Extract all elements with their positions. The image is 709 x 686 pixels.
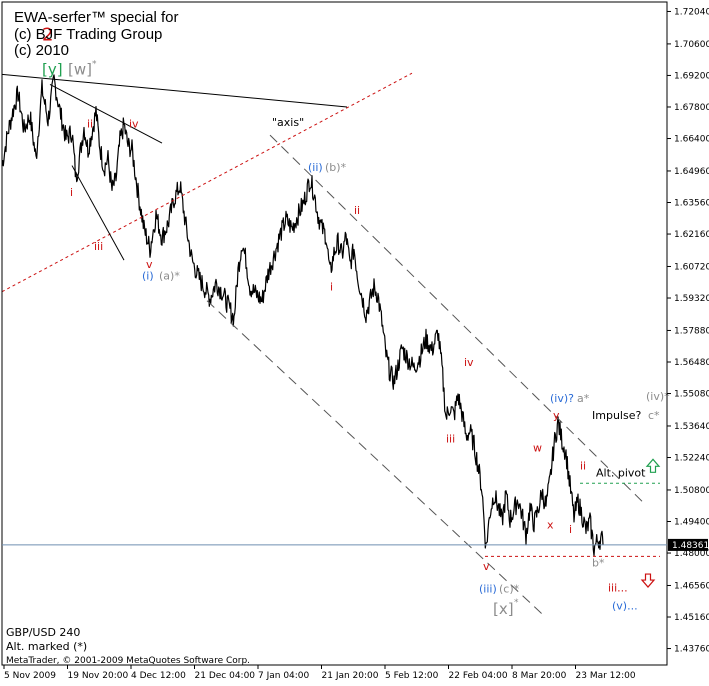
wave-label: ii bbox=[87, 117, 93, 130]
y-tick-label: 1.56480 bbox=[674, 358, 709, 368]
arrow-up-icon bbox=[645, 458, 661, 473]
wave-label: (b)* bbox=[325, 161, 347, 174]
wave-label: 2 bbox=[42, 25, 53, 46]
wave-label: iii bbox=[446, 433, 455, 446]
plot-frame bbox=[1, 1, 668, 666]
copyright-label: MetaTrader, © 2001-2009 MetaQuotes Softw… bbox=[6, 656, 250, 666]
wave-label: Alt. pivot bbox=[596, 466, 646, 479]
wave-label: y bbox=[553, 409, 560, 422]
wave-label: i bbox=[330, 281, 333, 294]
y-axis: 1.72040 1.70600 1.69200 1.67800 1.66400 1.649… bbox=[2, 7, 709, 655]
wave-label: (a)* bbox=[159, 269, 180, 282]
y-tick-label: 1.57880 bbox=[674, 326, 709, 336]
y-tick-label: 1.48000 bbox=[674, 549, 709, 559]
current-price-label: 1.48361 bbox=[672, 541, 709, 551]
y-tick-label: 1.43760 bbox=[674, 645, 709, 655]
wave-label: [y] bbox=[42, 60, 63, 78]
arrow-down-icon bbox=[640, 573, 656, 588]
wave-label: [w] bbox=[68, 60, 92, 78]
y-tick-label: 1.45160 bbox=[674, 613, 709, 623]
wave-label: (c)* bbox=[499, 582, 520, 595]
y-tick-label: 1.70600 bbox=[674, 40, 709, 50]
wave-label: iv bbox=[129, 117, 139, 130]
x-tick-label: 7 Jan 04:00 bbox=[258, 671, 310, 681]
x-tick-label: 4 Dec 12:00 bbox=[131, 671, 186, 681]
wave-label: c* bbox=[648, 409, 660, 422]
wave-label: x bbox=[547, 518, 554, 531]
wave-label: "axis" bbox=[272, 116, 304, 129]
wave-label: a* bbox=[577, 392, 590, 405]
x-tick-label: 8 Mar 20:00 bbox=[512, 671, 567, 681]
wave-label: (iii) bbox=[479, 582, 497, 595]
trend-line bbox=[206, 300, 543, 615]
y-tick-label: 1.46560 bbox=[674, 581, 709, 591]
trend-line bbox=[71, 165, 125, 261]
trend-lines bbox=[1, 72, 661, 615]
y-tick-label: 1.62160 bbox=[674, 230, 709, 240]
x-tick-label: 21 Dec 04:00 bbox=[195, 671, 256, 681]
current-price-box bbox=[668, 538, 708, 551]
y-tick-label: 1.72040 bbox=[674, 7, 709, 17]
wave-label: [x] bbox=[493, 600, 514, 618]
wave-label: iv bbox=[464, 356, 474, 369]
header-line-3: (c) 2010 bbox=[14, 42, 69, 59]
x-tick-label: 21 Jan 20:00 bbox=[322, 671, 379, 681]
y-tick-label: 1.59320 bbox=[674, 294, 709, 304]
wave-label: iii... bbox=[608, 581, 628, 594]
wave-label: Impulse? bbox=[592, 409, 641, 422]
wave-label: v bbox=[483, 560, 490, 573]
wave-label: b* bbox=[592, 557, 605, 570]
y-tick-label: 1.63560 bbox=[674, 198, 709, 208]
price-series bbox=[1, 74, 604, 557]
y-tick-label: 1.52240 bbox=[674, 454, 709, 464]
y-tick-label: 1.49400 bbox=[674, 517, 709, 527]
y-tick-label: 1.55080 bbox=[674, 390, 709, 400]
trend-line bbox=[49, 84, 163, 144]
x-tick-label: 5 Nov 2009 bbox=[4, 671, 56, 681]
wave-label: * bbox=[92, 59, 97, 69]
trend-line bbox=[1, 72, 413, 293]
y-tick-label: 1.60720 bbox=[674, 262, 709, 272]
alt-marked-label: Alt. marked (*) bbox=[6, 640, 87, 653]
wave-label: (v)... bbox=[612, 599, 638, 612]
price-line bbox=[1, 74, 604, 557]
y-tick-label: 1.67800 bbox=[674, 103, 709, 113]
symbol-label: GBP/USD 240 bbox=[6, 626, 80, 639]
x-tick-label: 19 Nov 20:00 bbox=[68, 671, 129, 681]
wave-label: ii bbox=[580, 460, 586, 473]
y-tick-label: 1.50800 bbox=[674, 486, 709, 496]
y-tick-label: 1.53640 bbox=[674, 422, 709, 432]
wave-label: v bbox=[146, 258, 153, 271]
header-line-1: EWA-serfer™ special for bbox=[14, 9, 178, 26]
wave-label: (iv)* bbox=[646, 390, 670, 403]
header-line-2: (c) BJF Trading Group bbox=[14, 26, 162, 43]
y-tick-label: 1.66400 bbox=[674, 135, 709, 145]
wave-label: w bbox=[533, 442, 542, 455]
wave-label: i bbox=[70, 186, 73, 199]
x-tick-label: 23 Mar 12:00 bbox=[576, 671, 636, 681]
trend-line bbox=[1, 73, 348, 108]
y-tick-label: 1.64960 bbox=[674, 167, 709, 177]
wave-label: (i) bbox=[142, 269, 154, 282]
wave-label: * bbox=[514, 598, 519, 608]
wave-label: (ii) bbox=[308, 161, 323, 174]
wave-label: (iv)? bbox=[550, 392, 574, 405]
y-tick-label: 1.69200 bbox=[674, 71, 709, 81]
wave-label: i bbox=[569, 523, 572, 536]
wave-label: ii bbox=[354, 204, 360, 217]
wave-label: iii bbox=[94, 240, 103, 253]
x-tick-label: 5 Feb 12:00 bbox=[385, 671, 439, 681]
x-tick-label: 22 Feb 04:00 bbox=[449, 671, 508, 681]
trend-line bbox=[269, 134, 643, 502]
x-axis: 5 Nov 2009 19 Nov 20:00 4 Dec 12:00 21 Dec … bbox=[3, 665, 636, 681]
